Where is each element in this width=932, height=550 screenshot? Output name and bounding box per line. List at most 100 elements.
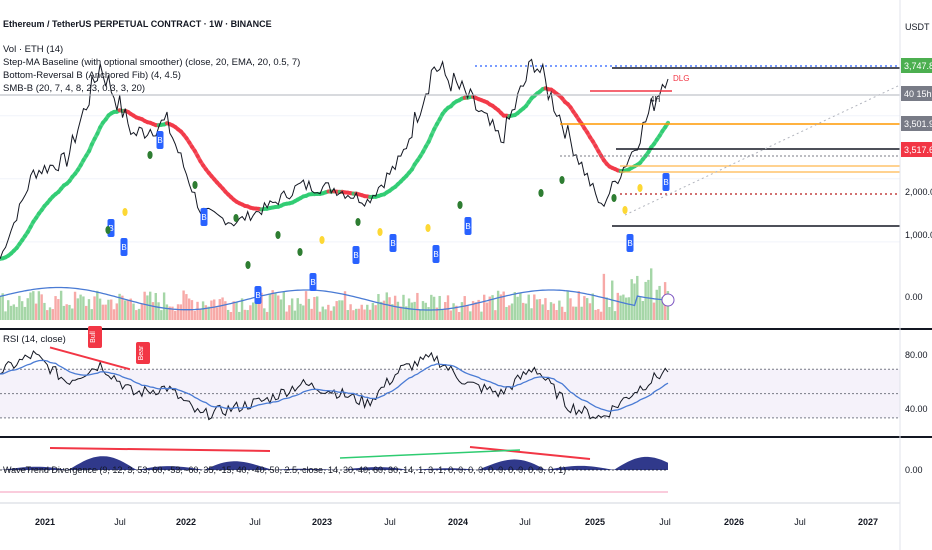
signal-dot: [275, 231, 281, 239]
volume-bar: [449, 310, 452, 320]
time-scale[interactable]: 2021 Jul 2022 Jul 2023 Jul 2024 Jul 2025 Jul 2026 J…: [35, 517, 878, 527]
volume-bar: [79, 294, 82, 320]
legend-oscillator[interactable]: WaveTrend Divergence (9, 12, 3, 53, 60, …: [3, 465, 567, 475]
volume-bar: [388, 297, 391, 320]
volume-bar: [432, 296, 436, 320]
volume-bar: [182, 290, 185, 320]
volume-bar: [165, 304, 169, 320]
volume-bar: [107, 299, 110, 320]
volume-bar: [357, 308, 361, 320]
volume-bar: [413, 301, 416, 320]
legend-step-ma[interactable]: Step-MA Baseline (with optional smoother…: [3, 57, 301, 68]
volume-bar: [661, 297, 664, 320]
signal-dot: [355, 218, 361, 226]
volume-bar: [4, 311, 7, 320]
volume-bar: [313, 297, 316, 320]
volume-bar: [179, 304, 183, 320]
volume-bar: [246, 310, 249, 320]
volume-bar: [627, 297, 631, 320]
signal-dot: [233, 214, 239, 222]
volume-bar: [658, 285, 661, 320]
volume-bar: [597, 309, 600, 320]
volume-bar: [452, 303, 455, 320]
volume-bar: [513, 292, 517, 320]
volume-bar: [602, 273, 606, 320]
volume-bar: [569, 298, 572, 320]
price-label: 3,517.60: [904, 145, 932, 155]
price-label-bg: [901, 116, 932, 131]
volume-bar: [285, 311, 288, 320]
volume-bar: [143, 291, 146, 320]
volume-bar: [338, 300, 341, 320]
price-tick: 1,000.00: [905, 230, 932, 240]
buy-marker-label: B: [465, 222, 470, 231]
volume-bar: [274, 293, 277, 320]
currency-label[interactable]: USDT: [905, 22, 930, 32]
time-tick: 2022: [176, 517, 196, 527]
price-line: [0, 58, 669, 260]
osc-divergence-2: [469, 446, 591, 460]
volume-bar: [638, 296, 642, 320]
volume-bar: [427, 307, 430, 320]
buy-marker-label: B: [108, 224, 113, 233]
volume-bar: [580, 306, 583, 320]
legend-smb[interactable]: SMB-B (20, 7, 4, 8, 23, 0.3, 3, 20): [3, 83, 146, 94]
divergence-label: Bull: [90, 331, 97, 343]
volume-bar: [424, 302, 427, 320]
volume-bar: [73, 291, 77, 320]
price-tick: 0.00: [905, 292, 923, 302]
volume-bar: [174, 310, 177, 320]
buy-marker: [464, 217, 472, 235]
divergence-badge: [136, 342, 150, 364]
volume-bar: [151, 302, 155, 320]
signal-dot: [122, 208, 128, 216]
volume-bar: [171, 306, 174, 320]
volume-bar: [46, 310, 49, 320]
signal-dot: [147, 151, 153, 159]
volume-bar: [363, 309, 366, 320]
volume-bar: [201, 301, 205, 320]
legend-bottom-reversal[interactable]: Bottom-Reversal B (Anchored Fib) (4, 4.5…: [3, 70, 181, 81]
volume-bar: [135, 310, 138, 320]
buy-marker: [626, 234, 634, 252]
volume-bar: [93, 296, 96, 320]
osc-divergence-3: [339, 449, 521, 459]
volume-bar: [176, 304, 180, 320]
volume-bar: [463, 296, 466, 320]
price-label: 3,747.86: [904, 61, 932, 71]
volume-bar: [221, 297, 224, 320]
rsi-tick: 80.00: [905, 350, 928, 360]
time-tick: Jul: [249, 517, 261, 527]
volume-ma: [0, 286, 669, 311]
volume-bar: [224, 301, 227, 320]
time-tick: Jul: [794, 517, 806, 527]
volume-bar: [405, 306, 408, 320]
volume-bar: [485, 302, 489, 320]
buy-marker: [432, 245, 440, 263]
volume-bar: [210, 300, 213, 320]
volume-bar: [510, 303, 514, 320]
legend-volume[interactable]: Vol · ETH (14): [3, 44, 64, 55]
volume-bar: [215, 307, 219, 320]
volume-bar: [15, 306, 18, 320]
volume-bar: [101, 304, 105, 320]
signal-dot: [297, 248, 303, 256]
volume-bar: [240, 298, 244, 320]
volume-bar: [541, 304, 544, 320]
divergence-badge: [88, 326, 102, 348]
volume-bar: [516, 296, 519, 320]
volume-bar: [90, 309, 93, 320]
close-line: [0, 58, 669, 260]
legend-rsi[interactable]: RSI (14, close): [3, 334, 66, 345]
signal-dot: [611, 194, 617, 202]
volume-bar: [491, 295, 494, 320]
volume-bar: [277, 295, 280, 320]
buy-marker: [200, 208, 208, 226]
divergence-label: Bear: [138, 345, 145, 360]
volume-bar: [608, 307, 611, 320]
volume-bar: [469, 311, 472, 320]
price-scale[interactable]: 3,000.002,000.001,000.000.003,747.8640 1…: [901, 58, 932, 475]
volume-bar: [477, 299, 480, 320]
volume-bar: [624, 297, 628, 320]
